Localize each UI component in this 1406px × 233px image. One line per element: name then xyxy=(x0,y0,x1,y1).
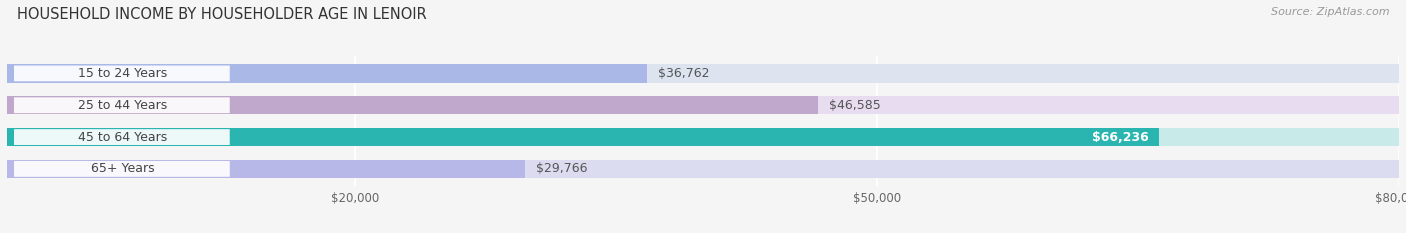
Text: 25 to 44 Years: 25 to 44 Years xyxy=(77,99,167,112)
Text: 65+ Years: 65+ Years xyxy=(91,162,155,175)
Text: HOUSEHOLD INCOME BY HOUSEHOLDER AGE IN LENOIR: HOUSEHOLD INCOME BY HOUSEHOLDER AGE IN L… xyxy=(17,7,426,22)
FancyBboxPatch shape xyxy=(14,161,229,177)
FancyBboxPatch shape xyxy=(14,129,229,145)
Bar xyxy=(7,64,1399,83)
FancyBboxPatch shape xyxy=(14,65,229,81)
Text: 45 to 64 Years: 45 to 64 Years xyxy=(77,130,167,144)
Bar xyxy=(7,128,1399,146)
Bar xyxy=(7,96,817,114)
Text: 15 to 24 Years: 15 to 24 Years xyxy=(77,67,167,80)
Text: $29,766: $29,766 xyxy=(536,162,588,175)
Bar xyxy=(7,64,647,83)
Text: $66,236: $66,236 xyxy=(1091,130,1149,144)
Bar xyxy=(7,96,1399,114)
Bar xyxy=(7,160,524,178)
FancyBboxPatch shape xyxy=(14,97,229,113)
Bar xyxy=(7,128,1160,146)
Text: Source: ZipAtlas.com: Source: ZipAtlas.com xyxy=(1271,7,1389,17)
Text: $46,585: $46,585 xyxy=(828,99,880,112)
Bar xyxy=(7,160,1399,178)
Text: $36,762: $36,762 xyxy=(658,67,709,80)
